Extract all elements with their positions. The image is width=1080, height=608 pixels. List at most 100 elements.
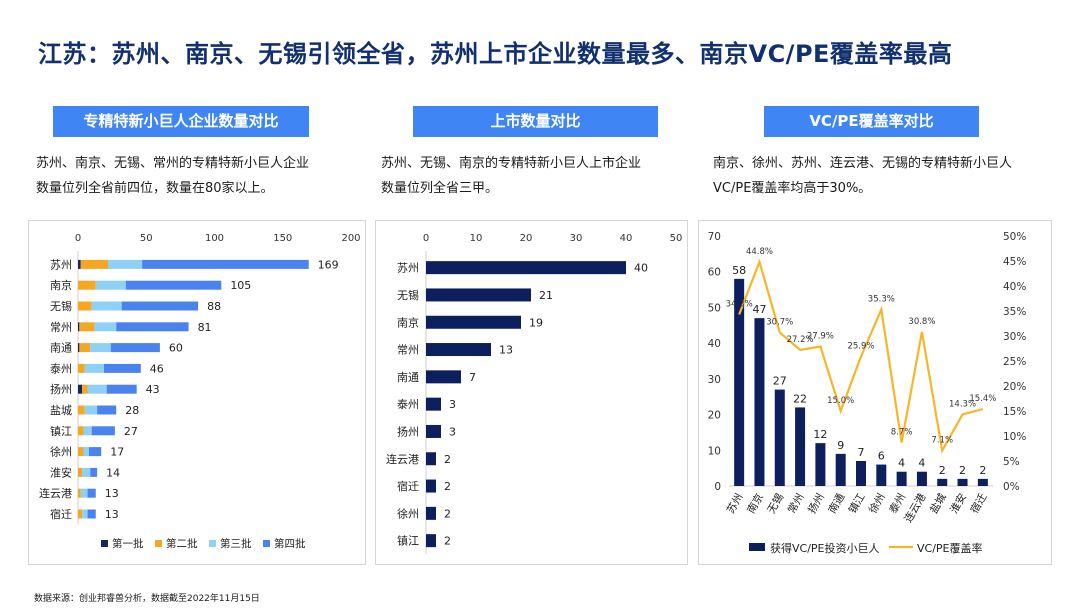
bar-value-label: 58 xyxy=(732,264,746,277)
bar-segment xyxy=(78,343,80,353)
bar xyxy=(856,461,866,486)
bar-segment xyxy=(79,322,95,332)
combo-bar-line-chart: 0 10 20 30 40 50 60 70 0% 5% 10% 15% 20% 25% 30% 35% 40%… xyxy=(708,231,1027,555)
bar-segment xyxy=(94,322,117,332)
bar-value-label: 4 xyxy=(898,457,905,470)
line-value-label: 8.7% xyxy=(891,428,913,438)
coverage-line xyxy=(738,258,984,454)
bar-value-label: 6 xyxy=(878,450,885,463)
bar xyxy=(876,464,887,486)
bar-segment xyxy=(87,384,107,394)
bar-value-label: 2 xyxy=(444,480,451,493)
bar-value-label: 22 xyxy=(793,392,807,405)
bar-segment xyxy=(125,280,222,290)
desc-line: 苏州、无锡、南京的专精特新小巨人上市企业 xyxy=(381,156,642,171)
bar-segment xyxy=(87,488,96,498)
left-axis-tick-label: 30 xyxy=(708,374,721,386)
right-axis-tick-label: 25% xyxy=(1003,356,1026,368)
category-label: 苏州 xyxy=(397,262,419,275)
x-tick-label: 40 xyxy=(620,233,633,244)
bar-segment xyxy=(91,426,115,436)
legend-swatch xyxy=(209,540,216,547)
bar-value-label: 2 xyxy=(444,507,451,520)
bar-segment xyxy=(78,301,92,311)
line-value-label: 25.9% xyxy=(847,342,874,352)
listed-bar-chart: 0 10 20 30 40 50 苏州 40 无锡 21 南京 19 常州 13 南通 7 泰州 3 扬州 3 连云港 2… xyxy=(386,233,682,555)
x-tick-label: 50 xyxy=(140,233,153,244)
desc-line: 数量位列全省前四位，数量在80家以上。 xyxy=(36,181,274,196)
category-label: 宿迁 xyxy=(50,507,72,521)
category-label: 淮安 xyxy=(50,465,72,479)
category-label: 连云港 xyxy=(39,487,72,500)
x-tick-label: 150 xyxy=(273,233,292,244)
left-axis-tick-label: 50 xyxy=(708,302,721,314)
right-axis-tick-label: 45% xyxy=(1003,256,1026,268)
line-value-label: 14.3% xyxy=(949,400,976,410)
bar-value-label: 27 xyxy=(773,375,787,388)
category-label: 苏州 xyxy=(50,258,72,271)
bar-total-label: 60 xyxy=(169,342,183,355)
bar-value-label: 2 xyxy=(444,535,451,548)
category-label: 淮安 xyxy=(947,491,969,516)
legend-label-line: VC/PE覆盖率 xyxy=(917,541,983,555)
category-label: 南通 xyxy=(826,491,848,516)
legend-swatch xyxy=(155,540,162,547)
bar-segment xyxy=(78,447,84,457)
right-axis-tick-label: 0% xyxy=(1003,481,1020,493)
category-label: 连云港 xyxy=(902,491,929,525)
line-value-label: 7.1% xyxy=(931,436,953,446)
x-tick-label: 20 xyxy=(520,233,533,244)
bar-value-label: 7 xyxy=(469,371,476,384)
data-source-note: 数据来源：创业邦睿兽分析，数据截至2022年11月15日 xyxy=(34,594,260,604)
bar-segment xyxy=(142,259,309,269)
bar-total-label: 169 xyxy=(318,258,339,271)
category-label: 连云港 xyxy=(386,453,419,466)
right-axis-tick-label: 5% xyxy=(1003,456,1020,468)
category-label: 镇江 xyxy=(846,491,868,516)
bar-value-label: 9 xyxy=(837,439,844,452)
bar-segment xyxy=(78,259,81,269)
bar-segment xyxy=(90,343,111,353)
bar xyxy=(896,471,907,486)
section-desc-xiaojuren: 苏州、南京、无锡、常州的专精特新小巨人企业 数量位列全省前四位，数量在80家以上… xyxy=(36,151,366,201)
left-axis-tick-label: 70 xyxy=(708,231,721,243)
bar-segment xyxy=(121,301,199,311)
bar xyxy=(426,452,436,466)
bar-value-label: 21 xyxy=(539,289,553,302)
legend-swatch xyxy=(101,540,108,547)
line-value-label: 44.8% xyxy=(746,247,773,257)
category-label: 无锡 xyxy=(50,299,72,313)
right-axis-tick-label: 10% xyxy=(1003,431,1026,443)
category-label: 常州 xyxy=(785,491,807,516)
bar-segment xyxy=(106,384,137,394)
x-tick-label: 30 xyxy=(570,233,583,244)
category-label: 徐州 xyxy=(50,445,72,459)
category-label: 扬州 xyxy=(397,424,419,438)
bar xyxy=(957,478,968,486)
legend-swatch xyxy=(263,540,270,547)
bar-segment xyxy=(95,280,126,290)
bar xyxy=(426,343,491,357)
bar xyxy=(734,278,745,486)
bar-value-label: 19 xyxy=(529,316,543,329)
line-value-label: 15.0% xyxy=(827,396,854,406)
bar-segment xyxy=(83,426,92,436)
legend-label-bar: 获得VC/PE投资小巨人 xyxy=(770,541,880,555)
bar xyxy=(977,478,988,486)
bar-segment xyxy=(78,363,85,373)
bar-segment xyxy=(78,322,80,332)
bar-segment xyxy=(78,384,83,394)
bar-segment xyxy=(80,488,88,498)
line-value-label: 15.4% xyxy=(969,394,996,404)
legend-label: 第一批 xyxy=(112,537,144,550)
bar-segment xyxy=(78,426,84,436)
bar xyxy=(426,506,436,520)
bar-total-label: 105 xyxy=(230,279,251,292)
category-label: 泰州 xyxy=(397,397,419,411)
bar-segment xyxy=(78,467,83,477)
left-axis-tick-label: 0 xyxy=(714,481,721,493)
bar-total-label: 28 xyxy=(125,404,139,417)
right-axis-tick-label: 20% xyxy=(1003,381,1026,393)
bar-segment xyxy=(103,363,141,373)
left-axis-tick-label: 10 xyxy=(708,445,721,457)
